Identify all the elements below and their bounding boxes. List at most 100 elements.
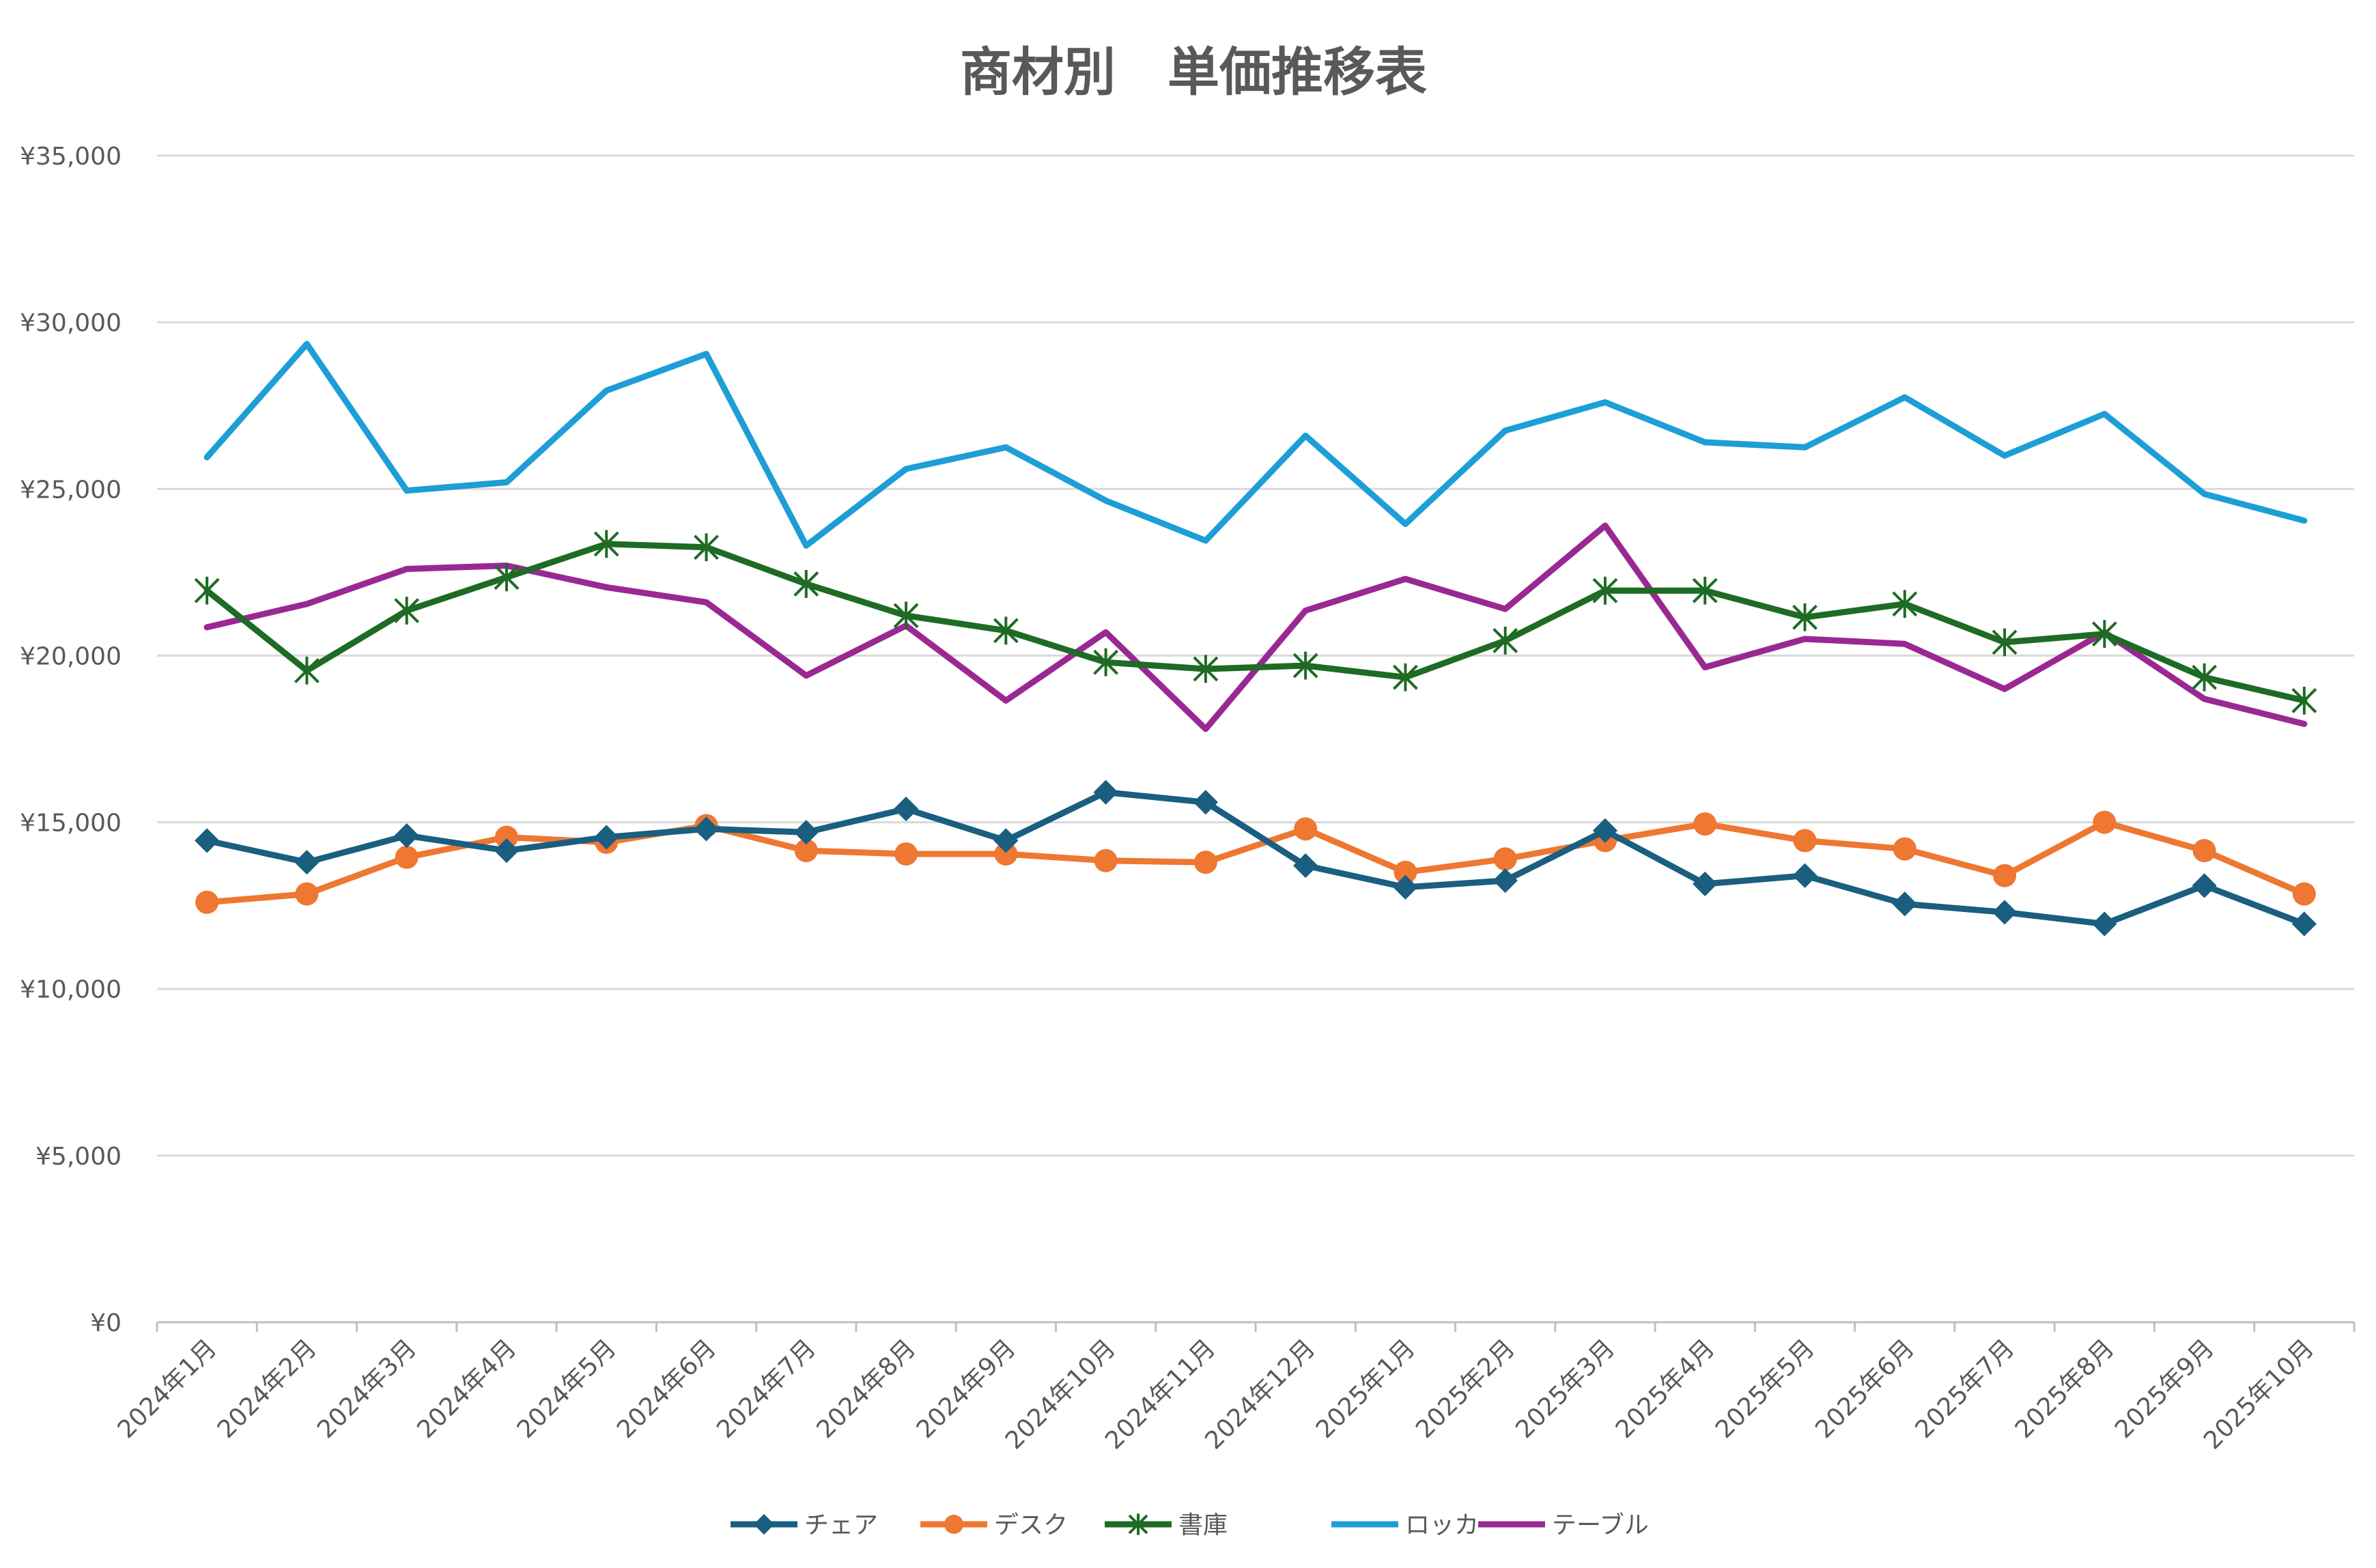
circle-marker bbox=[2192, 839, 2216, 863]
y-tick-label: ¥15,000 bbox=[20, 810, 122, 838]
diamond-marker bbox=[2092, 911, 2117, 937]
circle-marker bbox=[1793, 829, 1817, 853]
series-1 bbox=[195, 810, 2316, 914]
circle-marker bbox=[295, 882, 319, 906]
star-marker bbox=[1592, 576, 1618, 605]
series-line bbox=[203, 522, 2308, 732]
diamond-marker bbox=[1792, 863, 1818, 888]
diamond-marker bbox=[394, 823, 419, 849]
series-line bbox=[203, 341, 2308, 549]
x-axis-ticks: 2024年1月2024年2月2024年3月2024年4月2024年5月2024年… bbox=[113, 1334, 2320, 1455]
circle-marker bbox=[1693, 812, 1717, 836]
series-3 bbox=[203, 341, 2308, 549]
star-marker bbox=[893, 601, 919, 630]
circle-marker bbox=[1193, 851, 1217, 874]
circle-marker bbox=[2093, 810, 2117, 834]
x-tick-label: 2024年1月 bbox=[113, 1334, 223, 1444]
star-marker bbox=[1992, 628, 2018, 657]
chart-title: 商材別 単価推移表 bbox=[960, 42, 1427, 102]
circle-marker bbox=[894, 842, 918, 866]
star-marker bbox=[1093, 648, 1119, 676]
diamond-marker bbox=[993, 828, 1019, 853]
y-tick-label: ¥20,000 bbox=[20, 642, 122, 670]
x-tick-label: 2025年1月 bbox=[1311, 1334, 1421, 1444]
circle-marker bbox=[1294, 817, 1318, 841]
x-tick-label: 2025年8月 bbox=[2010, 1334, 2120, 1444]
diamond-marker bbox=[1193, 790, 1218, 815]
legend: チェア デスク 書庫 ロッカー テーブル bbox=[731, 1511, 1649, 1539]
diamond-marker bbox=[753, 1513, 775, 1535]
star-marker bbox=[993, 616, 1019, 645]
legend-item: チェア bbox=[731, 1511, 878, 1539]
circle-marker bbox=[1394, 860, 1417, 884]
diamond-marker bbox=[1592, 818, 1618, 843]
star-marker bbox=[494, 563, 520, 592]
legend-item: デスク bbox=[920, 1511, 1068, 1539]
diamond-marker bbox=[1693, 871, 1718, 897]
star-marker bbox=[593, 530, 619, 558]
x-tick-label: 2025年3月 bbox=[1510, 1334, 1620, 1444]
legend-item: 書庫 bbox=[1105, 1511, 1228, 1539]
diamond-marker bbox=[2192, 873, 2217, 898]
y-axis-ticks: ¥0 ¥5,000 ¥10,000 ¥15,000 ¥20,000 ¥25,000 ¥30,… bbox=[20, 143, 122, 1337]
diamond-marker bbox=[1093, 780, 1118, 805]
x-tick-label: 2024年7月 bbox=[711, 1334, 821, 1444]
diamond-marker bbox=[195, 828, 220, 853]
circle-marker bbox=[794, 839, 818, 863]
x-tick-label: 2025年4月 bbox=[1611, 1334, 1721, 1444]
legend-label: デスク bbox=[994, 1511, 1068, 1539]
series-4 bbox=[203, 522, 2308, 732]
x-tick-label: 2024年4月 bbox=[412, 1334, 522, 1444]
diamond-marker bbox=[1493, 868, 1518, 894]
circle-marker bbox=[395, 845, 419, 869]
diamond-marker bbox=[1293, 853, 1318, 879]
y-tick-label: ¥10,000 bbox=[20, 976, 122, 1004]
circle-marker bbox=[195, 890, 219, 914]
star-marker bbox=[1392, 663, 1418, 692]
x-tick-label: 2025年9月 bbox=[2110, 1334, 2220, 1444]
gridlines bbox=[156, 154, 2356, 1332]
diamond-marker bbox=[1992, 900, 2018, 925]
circle-marker bbox=[1993, 864, 2017, 887]
star-marker bbox=[294, 657, 320, 685]
x-tick-label: 2025年6月 bbox=[1810, 1334, 1920, 1444]
circle-marker bbox=[494, 825, 518, 849]
star-marker bbox=[2291, 686, 2317, 715]
legend-item: テーブル bbox=[1478, 1511, 1649, 1539]
diamond-marker bbox=[694, 816, 719, 842]
y-tick-label: ¥30,000 bbox=[20, 309, 122, 337]
circle-marker bbox=[1893, 837, 1917, 861]
diamond-marker bbox=[893, 796, 919, 822]
y-tick-label: ¥5,000 bbox=[36, 1143, 122, 1171]
star-marker bbox=[1892, 590, 1918, 618]
star-marker bbox=[793, 570, 819, 598]
x-tick-label: 2024年3月 bbox=[312, 1334, 422, 1444]
series-line bbox=[203, 819, 2308, 906]
star-marker bbox=[394, 597, 420, 625]
circle-marker bbox=[944, 1515, 963, 1534]
y-tick-label: ¥0 bbox=[90, 1309, 122, 1337]
diamond-marker bbox=[1393, 874, 1418, 900]
circle-marker bbox=[994, 842, 1018, 866]
x-tick-label: 2025年5月 bbox=[1710, 1334, 1820, 1444]
star-marker bbox=[1792, 603, 1818, 631]
legend-label: チェア bbox=[804, 1511, 878, 1539]
x-tick-label: 2025年7月 bbox=[1910, 1334, 2020, 1444]
star-marker bbox=[1292, 651, 1318, 680]
star-marker bbox=[194, 576, 220, 605]
x-tick-label: 2025年2月 bbox=[1411, 1334, 1521, 1444]
legend-label: テーブル bbox=[1552, 1511, 1649, 1539]
y-tick-label: ¥35,000 bbox=[20, 143, 122, 171]
x-tick-label: 2024年6月 bbox=[612, 1334, 722, 1444]
circle-marker bbox=[1094, 849, 1118, 872]
legend-item: ロッカー bbox=[1331, 1511, 1503, 1539]
star-marker bbox=[2091, 620, 2117, 648]
star-marker bbox=[694, 533, 719, 562]
x-tick-label: 2024年9月 bbox=[911, 1334, 1021, 1444]
star-marker bbox=[2192, 663, 2218, 692]
legend-label: 書庫 bbox=[1178, 1511, 1228, 1539]
diamond-marker bbox=[2291, 911, 2317, 937]
series-2 bbox=[194, 530, 2317, 715]
star-marker bbox=[1692, 576, 1718, 605]
series-lines bbox=[194, 341, 2317, 937]
